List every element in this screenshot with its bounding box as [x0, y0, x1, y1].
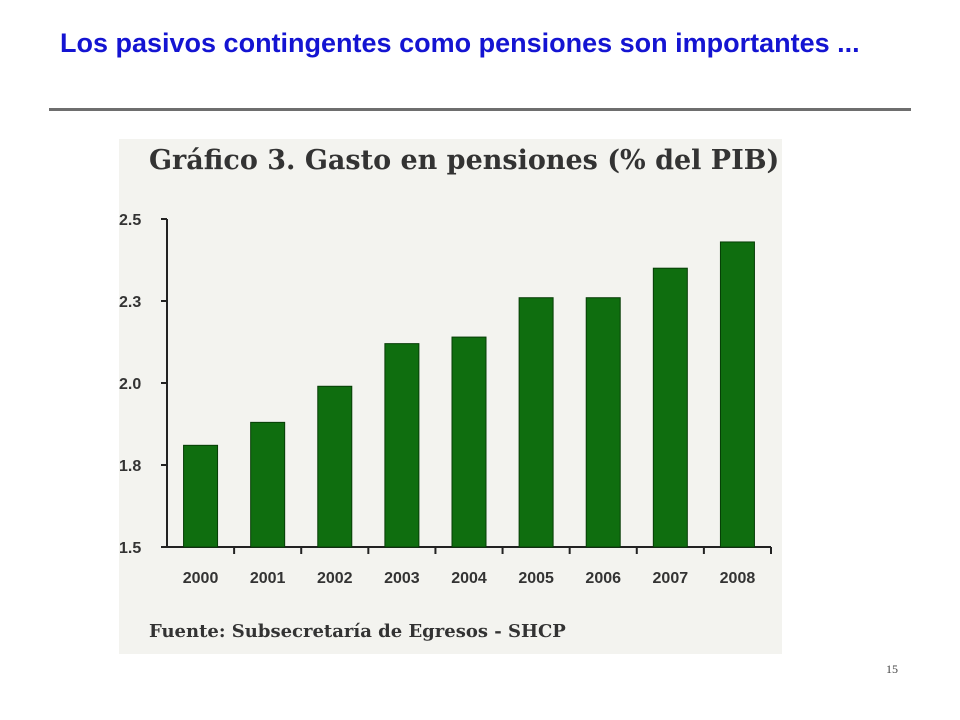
x-tick-label: 2008 — [720, 570, 756, 587]
bar-2000 — [183, 444, 219, 548]
bar-2002 — [317, 385, 353, 548]
x-tick-label: 2001 — [250, 570, 286, 587]
x-tick-label: 2005 — [518, 570, 554, 587]
bar-2004 — [451, 336, 487, 548]
x-tick-label: 2003 — [384, 570, 420, 587]
bar-chart: 1.5 1.8 2.0 2.3 2.5 2000 2001 2002 2003 2004 2005 2… — [119, 212, 772, 587]
x-tick-label: 2000 — [183, 570, 219, 587]
chart-title: Gráfico 3. Gasto en pensiones (% del PIB… — [149, 145, 780, 176]
x-tick-label: 2006 — [585, 570, 621, 587]
x-tick-label: 2007 — [653, 570, 689, 587]
x-tick-label: 2004 — [451, 570, 487, 587]
y-tick-label: 2.0 — [119, 376, 141, 393]
bar-2001 — [250, 421, 286, 548]
slide-title: Los pasivos contingentes como pensiones … — [60, 28, 860, 58]
chart-source-note: Fuente: Subsecretaría de Egresos - SHCP — [149, 621, 566, 642]
title-divider — [49, 108, 911, 111]
x-tick-label: 2002 — [317, 570, 353, 587]
chart-panel: Gráfico 3. Gasto en pensiones (% del PIB… — [119, 139, 782, 654]
bar-2005 — [518, 297, 554, 548]
page-number: 15 — [886, 662, 898, 676]
bar-2007 — [652, 267, 688, 548]
bar-2006 — [585, 297, 621, 548]
bar-2003 — [384, 343, 420, 548]
y-tick-label: 2.3 — [119, 294, 141, 311]
y-tick-label: 2.5 — [119, 212, 141, 229]
y-tick-label: 1.5 — [119, 540, 141, 557]
y-tick-label: 1.8 — [119, 458, 141, 475]
bar-2008 — [719, 241, 755, 548]
